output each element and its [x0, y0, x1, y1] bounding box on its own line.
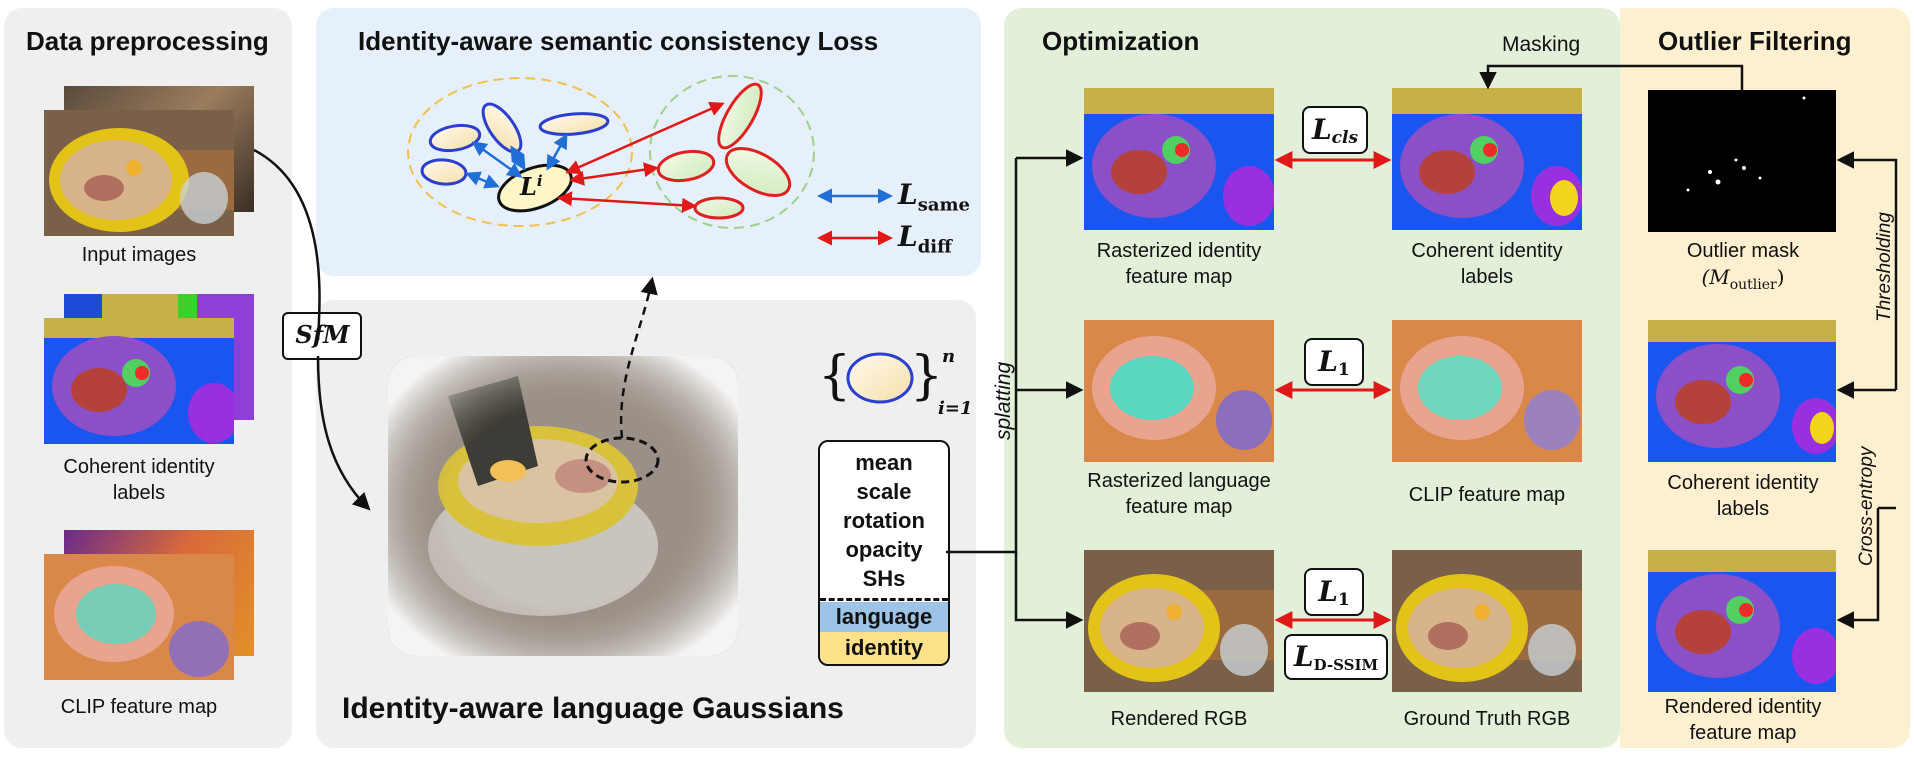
- caption-coherent-opt-1: Coherent identity: [1411, 240, 1563, 262]
- caption-outlier-mask-2: (Moutlier): [1628, 264, 1858, 298]
- diff-arrow-1: [565, 101, 725, 175]
- gaussian-scene-image: [388, 356, 738, 656]
- center-gaussian-label: Li: [520, 172, 543, 201]
- masking-label: Masking: [1502, 33, 1581, 56]
- loss-box-l1-rgb: L1: [1304, 568, 1364, 616]
- diff-arrow-3: [557, 191, 697, 213]
- rasterized-language-map: [1084, 320, 1274, 462]
- attribute-opacity: opacity: [845, 537, 923, 562]
- coherent-identity-labels-opt: [1392, 88, 1582, 230]
- loss-box-dssim: LD-SSIM: [1284, 634, 1388, 680]
- set-sub: i=1: [938, 398, 973, 419]
- gaussian-ellipse-red-4: [693, 196, 745, 220]
- clip-image-front: [44, 554, 234, 680]
- sfm-curve-arrow: [253, 148, 368, 508]
- attribute-list: mean scale rotation opacity SHs: [820, 448, 948, 593]
- loss-cls-sub: cls: [1331, 128, 1359, 149]
- loss-l1-rgb-base: L: [1318, 575, 1338, 608]
- gaussians-title: Identity-aware language Gaussians: [342, 692, 844, 725]
- labels-image-front: [44, 318, 234, 444]
- legend-diff-sub: diff: [917, 236, 952, 258]
- gaussian-ellipse-red-2: [656, 149, 716, 183]
- ground-truth-rgb: [1392, 550, 1582, 692]
- input-image-front: [44, 110, 234, 236]
- loss-l1-rgb-sub: 1: [1337, 590, 1350, 611]
- caption-outlier-labels-1: Coherent identity: [1667, 472, 1819, 494]
- caption-coherent-labels-2: labels: [112, 482, 166, 504]
- caption-coherent-opt-2: labels: [1460, 266, 1514, 288]
- caption-outlier-rendered-2: feature map: [1689, 722, 1797, 744]
- thresholding-arrow: [1836, 151, 1898, 390]
- legend-same-sub: same: [917, 194, 970, 216]
- gaussian-ellipse-blue-1: [428, 123, 482, 153]
- caption-clip-opt: CLIP feature map: [1408, 484, 1566, 506]
- branch-row3: [1014, 552, 1084, 629]
- caption-rasterized-language-1: Rasterized language: [1087, 470, 1271, 492]
- gaussian-ellipse-blue-3: [538, 112, 610, 136]
- outlier-mask-image: [1648, 90, 1836, 232]
- caption-rendered-rgb: Rendered RGB: [1110, 708, 1248, 730]
- attribute-shs: SHs: [862, 566, 906, 591]
- caption-clip-map: CLIP feature map: [60, 696, 218, 718]
- mask-l2-end: ): [1776, 265, 1785, 289]
- same-arrow-3: [546, 133, 568, 171]
- center-label-sup: i: [536, 172, 543, 190]
- caption-coherent-labels-1: Coherent identity: [63, 456, 215, 478]
- attribute-box: mean scale rotation opacity SHs language…: [818, 440, 950, 666]
- dashed-up-arrow: [619, 276, 658, 439]
- loss-cls-base: L: [1311, 113, 1332, 146]
- caption-outlier-mask-1: Outlier mask: [1686, 240, 1800, 262]
- outlier-coherent-labels: [1648, 320, 1836, 462]
- loss-l1-language-base: L: [1318, 345, 1338, 378]
- rendered-rgb: [1084, 550, 1274, 692]
- masking-arrow: [1479, 64, 1744, 90]
- clip-feature-map-opt: [1392, 320, 1582, 462]
- attribute-language: language: [820, 602, 948, 632]
- loss-l1-language-sub: 1: [1337, 360, 1350, 381]
- caption-rasterized-identity-2: feature map: [1125, 266, 1233, 288]
- gaussian-ellipse-red-3: [724, 147, 792, 197]
- attribute-divider: [820, 598, 948, 601]
- diff-arrow-2: [569, 162, 659, 186]
- attribute-scale: scale: [856, 479, 912, 504]
- sfm-label: SfM: [295, 320, 350, 349]
- loss-dssim-base: L: [1293, 640, 1314, 673]
- caption-ground-truth-rgb: Ground Truth RGB: [1403, 708, 1571, 730]
- same-arrow-2: [510, 145, 526, 171]
- attribute-mean: mean: [855, 450, 913, 475]
- legend-diff-label: Ldiff: [898, 220, 952, 258]
- center-label-base: L: [520, 172, 537, 201]
- sfm-box: [282, 312, 362, 360]
- mask-l2-sub: outlier: [1729, 277, 1777, 293]
- gaussian-ellipse-red-1: [717, 82, 763, 150]
- outlier-rendered-identity: [1648, 550, 1836, 692]
- attribute-connector: [946, 158, 1018, 554]
- same-arrow-4: [465, 171, 500, 189]
- legend-diff-base: L: [898, 220, 918, 253]
- attribute-rotation: rotation: [843, 508, 925, 533]
- set-gaussian-icon: [846, 352, 914, 404]
- selected-gaussian-circle: [584, 436, 660, 484]
- outlier-title: Outlier Filtering: [1658, 26, 1852, 56]
- caption-outlier-labels-2: labels: [1716, 498, 1770, 520]
- set-sup: n: [942, 346, 956, 367]
- caption-input-images: Input images: [81, 244, 197, 266]
- loss-dssim-sub: D-SSIM: [1313, 656, 1379, 675]
- consistency-loss-title: Identity-aware semantic consistency Loss: [358, 26, 879, 56]
- rasterized-identity-map: [1084, 88, 1274, 230]
- optimization-title: Optimization: [1042, 26, 1200, 56]
- caption-outlier-rendered-1: Rendered identity: [1664, 696, 1822, 718]
- caption-rasterized-identity-1: Rasterized identity: [1096, 240, 1262, 262]
- legend-same-label: Lsame: [898, 178, 970, 216]
- set-brace-right: }: [910, 346, 944, 406]
- caption-rasterized-language-2: feature map: [1125, 496, 1233, 518]
- cross-entropy-arrow: [1836, 508, 1880, 629]
- attribute-identity: identity: [820, 632, 948, 664]
- preprocessing-title: Data preprocessing: [26, 26, 269, 56]
- gaussian-ellipse-blue-4: [420, 158, 468, 186]
- mask-l2-base: (M: [1701, 265, 1730, 289]
- legend-same-base: L: [898, 178, 918, 211]
- set-brace-left: {: [818, 346, 852, 406]
